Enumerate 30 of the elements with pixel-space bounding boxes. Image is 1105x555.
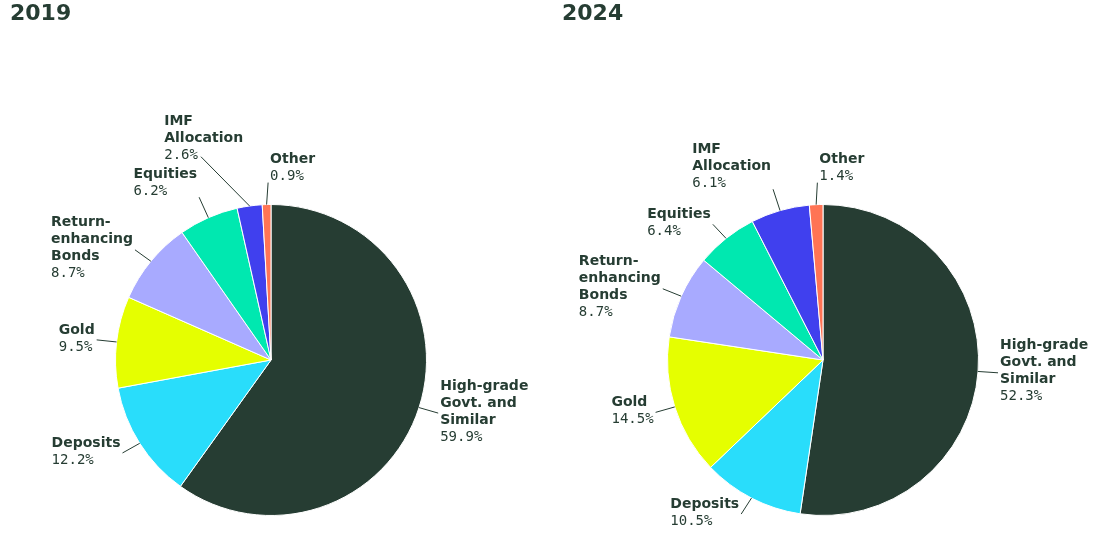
data-label: 6.1% bbox=[692, 173, 727, 190]
slice-label: Return-enhancing Bonds bbox=[578, 252, 661, 303]
slice-label: Equities bbox=[133, 164, 198, 181]
slice-label: IMF Allocation bbox=[692, 139, 772, 173]
slice-label: Return-enhancing Bonds bbox=[51, 213, 133, 264]
data-label: 12.2% bbox=[51, 450, 95, 467]
slice-label: IMF Allocation bbox=[164, 111, 244, 145]
data-label: 14.5% bbox=[611, 410, 655, 427]
data-label: 59.9% bbox=[440, 427, 483, 444]
slice-label: High-grade Govt. and Similar bbox=[1000, 336, 1089, 387]
data-label: 8.7% bbox=[51, 264, 86, 281]
data-label: 8.7% bbox=[578, 303, 614, 320]
data-label: 9.5% bbox=[58, 337, 94, 354]
data-label: 6.4% bbox=[647, 221, 682, 238]
slice-label: Equities bbox=[647, 204, 711, 221]
slice-label: Deposits bbox=[670, 494, 740, 511]
data-label: 2.6% bbox=[164, 145, 199, 162]
slice-label: High-grade Govt. and Similar bbox=[440, 376, 529, 427]
slice-label: Other bbox=[270, 150, 316, 167]
chart-title: 2024 bbox=[562, 0, 624, 25]
data-label: 0.9% bbox=[270, 167, 305, 184]
data-label: 6.2% bbox=[133, 181, 168, 198]
chart-title: 2019 bbox=[10, 0, 72, 25]
data-label: 10.5% bbox=[670, 511, 713, 528]
slice-label: Gold bbox=[611, 393, 648, 410]
data-label: 1.4% bbox=[819, 167, 854, 184]
data-label: 52.3% bbox=[1000, 387, 1043, 404]
slice-label: Other bbox=[819, 150, 865, 167]
slice-label: Gold bbox=[58, 320, 95, 337]
slice-label: Deposits bbox=[51, 433, 121, 450]
